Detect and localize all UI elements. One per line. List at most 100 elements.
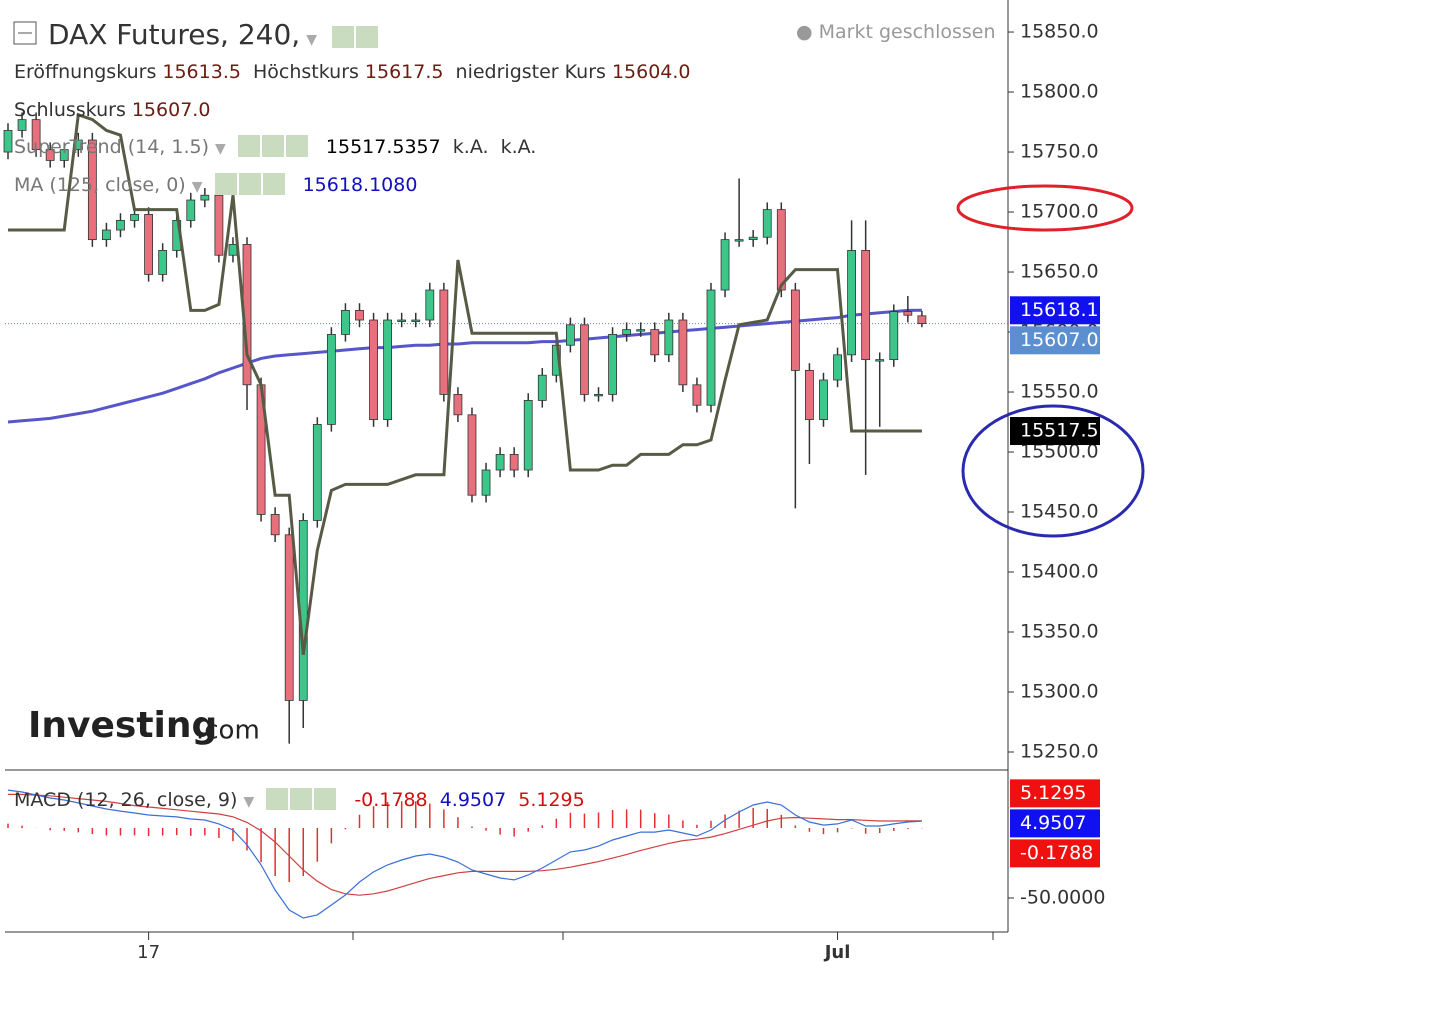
ohlc-value: 15617.5 xyxy=(364,61,444,83)
candle-body xyxy=(790,289,800,371)
candle-body xyxy=(45,149,55,161)
candle-body xyxy=(762,209,772,238)
y-tick-label: 15300.0 xyxy=(1020,681,1099,703)
icon[interactable] xyxy=(237,135,260,157)
icon[interactable] xyxy=(355,26,378,48)
candle-body xyxy=(481,469,491,496)
candle-body xyxy=(200,194,210,201)
indicator-legend: MA (125, close, 0) ▼ 15618.1080 xyxy=(14,173,423,199)
price-tag-label: 15607.0 xyxy=(1020,329,1099,351)
macd-line xyxy=(7,789,922,919)
y-tick-label: 15750.0 xyxy=(1020,141,1099,163)
candle-body xyxy=(594,394,603,397)
macd-legend: MACD (12, 26, close, 9) ▼ -0.1788 4.9507 … xyxy=(14,788,591,814)
candle-body xyxy=(369,319,378,421)
icon[interactable] xyxy=(261,135,284,157)
indicator-name: MA (125, close, 0) xyxy=(14,174,186,196)
ohlc-name: niedrigster Kurs xyxy=(455,61,606,83)
candle-body xyxy=(608,334,617,395)
marks: 15850.015800.015750.015700.015650.015600… xyxy=(3,21,1105,963)
icon[interactable] xyxy=(214,173,237,195)
candle-body xyxy=(31,119,41,151)
candle-body xyxy=(734,239,744,242)
ohlc-legend: Schlusskurs 15607.0 xyxy=(14,98,216,122)
y-tick-label: 15250.0 xyxy=(1020,741,1099,763)
icon[interactable] xyxy=(314,788,337,810)
status-text: Markt geschlossen xyxy=(818,21,996,43)
candle-body xyxy=(425,289,435,321)
y-tick-label: 15850.0 xyxy=(1020,21,1099,43)
price-tag xyxy=(1010,296,1100,325)
ohlc-name: Eröffnungskurs xyxy=(14,61,157,83)
ohlc-value: 15613.5 xyxy=(162,61,241,83)
ma-line xyxy=(7,308,922,424)
candle-body xyxy=(130,214,139,221)
ohlc-value: 15607.0 xyxy=(131,99,211,121)
y-tick-label: 15350.0 xyxy=(1020,621,1099,643)
y-tick-label: 15800.0 xyxy=(1020,81,1099,103)
candle-body xyxy=(453,394,463,416)
candle-body xyxy=(678,319,688,386)
price-tag-label: -0.1788 xyxy=(1020,842,1093,864)
candle-body xyxy=(650,329,660,356)
candle-body xyxy=(158,250,168,275)
candle-body xyxy=(355,310,364,321)
dropdown[interactable]: ▼ xyxy=(243,794,255,810)
x-tick-label: 17 xyxy=(137,942,160,963)
icon[interactable] xyxy=(285,135,308,157)
indicator-value: 15618.1080 xyxy=(302,174,418,196)
indicator-name: MACD (12, 26, close, 9) xyxy=(14,789,238,811)
candle-body xyxy=(917,315,927,325)
price-tag-label: 4.9507 xyxy=(1020,812,1086,834)
price-tag xyxy=(1010,839,1100,868)
candle-body xyxy=(87,139,97,241)
indicator-value: 5.1295 xyxy=(518,789,585,811)
candle-body xyxy=(537,374,547,401)
y-tick-label: 15550.0 xyxy=(1020,381,1099,403)
annotation-ellipse xyxy=(956,184,1134,232)
candle-body xyxy=(495,454,505,471)
ohlc-name: Höchstkurs xyxy=(253,61,359,83)
candle-body xyxy=(833,354,842,381)
dropdown[interactable]: ▼ xyxy=(306,32,317,48)
candle-body xyxy=(228,244,238,256)
dropdown[interactable]: ▼ xyxy=(215,141,226,157)
y-tick-label: 15450.0 xyxy=(1020,501,1099,523)
candle-body xyxy=(523,400,533,471)
y-tick-label: -50.0000 xyxy=(1020,886,1105,908)
indicator-value: 15517.5357 xyxy=(325,136,441,158)
icon[interactable] xyxy=(266,788,289,810)
candle-body xyxy=(397,319,407,322)
icon[interactable] xyxy=(238,173,261,195)
candle-body xyxy=(889,311,899,361)
candle-body xyxy=(116,220,125,231)
candle-body xyxy=(59,149,69,161)
candle-body xyxy=(17,119,27,131)
candle-body xyxy=(776,209,786,291)
icon[interactable] xyxy=(331,26,354,48)
candle-body xyxy=(270,514,280,536)
candle-body xyxy=(509,454,519,471)
candle-body xyxy=(903,311,913,316)
dropdown[interactable]: ▼ xyxy=(191,179,203,195)
supertrend-line xyxy=(8,112,922,655)
signal-line xyxy=(8,793,922,896)
price-tag xyxy=(1010,809,1100,838)
price-tag xyxy=(1010,779,1100,808)
collapse-icon[interactable] xyxy=(13,21,37,45)
annotation-ellipse xyxy=(961,404,1145,538)
icon[interactable] xyxy=(262,173,285,195)
y-tick-label: 15500.0 xyxy=(1020,441,1099,463)
indicator-value: -0.1788 xyxy=(354,789,428,811)
price-tag-label: 15618.1 xyxy=(1020,299,1099,321)
candle-body xyxy=(284,534,294,701)
indicator-legend: SuperTrend (14, 1.5) ▼ 15517.5357 k.A. k.… xyxy=(14,135,542,161)
candle-body xyxy=(341,310,350,335)
candle-body xyxy=(805,370,814,421)
icon[interactable] xyxy=(290,788,313,810)
x-tick-label: Jul xyxy=(823,942,851,963)
status: ● Markt geschlossen xyxy=(796,21,996,43)
candle-body xyxy=(383,319,393,421)
candle-body xyxy=(664,319,674,356)
